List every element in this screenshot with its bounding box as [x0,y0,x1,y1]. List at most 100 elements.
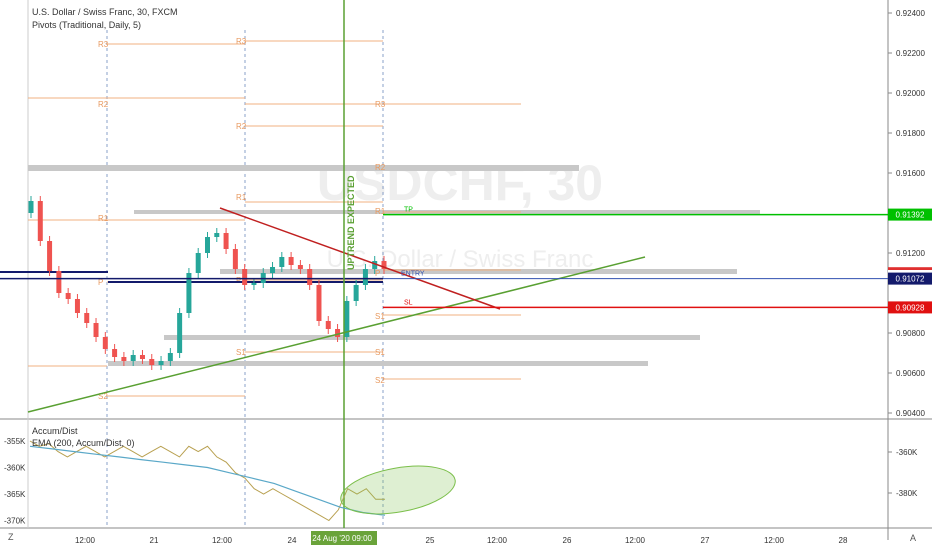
y-tick-label-1: 0.92200 [896,49,925,58]
support-zone-3[interactable] [164,335,700,340]
pivot-label-7: R1 [236,193,247,202]
x-tick-label-8: 27 [701,536,710,545]
price-tag-3: 0.91072 [896,275,925,284]
ad-tick-left-2: -365K [4,490,26,499]
pivots-indicator-label[interactable]: Pivots (Traditional, Daily, 5) [32,20,142,30]
y-tick-label-0: 0.92400 [896,9,925,18]
highlight-ellipse[interactable] [337,458,459,521]
candle-body-32 [325,321,331,329]
y-tick-label-5: 0.91200 [896,249,925,258]
candle-body-16 [177,313,183,353]
support-zone-4[interactable] [108,361,648,366]
support-zone-0[interactable] [28,165,579,171]
y-tick-label-2: 0.92000 [896,89,925,98]
price-tag-bg-3 [888,272,932,285]
candle-body-19 [205,237,210,253]
candle-body-35 [353,285,359,301]
candle-body-1 [37,201,43,241]
ad-tick-right-0: -360K [896,448,918,457]
pivot-label-12: S1 [375,312,385,321]
price-tag-bg-4 [888,301,932,314]
x-tick-label-0: 12:00 [75,536,96,545]
trade-level-label-sl: SL [404,299,413,306]
candle-body-34 [344,301,350,337]
time-marker-date: 24 Aug '20 [312,534,350,543]
candle-body-29 [297,265,303,269]
ad-tick-left-1: -360K [4,464,26,473]
watermark-name: U.S. Dollar / Swiss Franc [327,246,594,273]
pivot-label-4: R3 [375,100,386,109]
y-tick-label-6: 0.90800 [896,329,925,338]
trade-level-label-tp: TP [404,207,413,214]
candle-body-30 [307,269,313,285]
pivot-label-15: S2 [375,376,385,385]
pivot-label-1: R3 [236,37,247,46]
pivot-label-0: R3 [98,40,109,49]
candle-body-22 [232,249,238,269]
plot-background [28,0,888,528]
candle-body-2 [47,241,53,271]
candle-body-13 [149,359,155,365]
support-zone-2[interactable] [220,269,737,274]
candle-body-6 [84,313,90,323]
x-tick-label-3: 24 [288,536,297,545]
x-tick-label-1: 21 [150,536,159,545]
candle-body-20 [214,233,220,237]
x-tick-label-9: 12:00 [764,536,785,545]
candle-body-5 [74,299,80,313]
price-tag-4: 0.90928 [896,303,925,312]
x-tick-label-10: 28 [839,536,848,545]
pivot-label-9: P [98,278,103,287]
pivot-label-3: R2 [236,122,247,131]
y-tick-label-8: 0.90400 [896,409,925,418]
pivot-label-14: S1 [375,348,385,357]
x-tick-label-2: 12:00 [212,536,233,545]
candle-body-28 [288,257,294,265]
ad-tick-right-1: -380K [896,489,918,498]
candle-body-33 [335,329,341,337]
pivot-label-10: P [236,276,241,285]
x-tick-label-7: 12:00 [625,536,646,545]
candle-body-12 [139,355,145,359]
pivot-label-11: P [375,269,380,278]
candle-body-15 [167,353,173,361]
pivot-label-5: R1 [98,214,109,223]
ad-tick-left-3: -370K [4,517,26,526]
candle-body-14 [158,361,164,365]
candle-body-17 [186,273,192,313]
pivot-label-13: S1 [236,348,246,357]
ad-tick-left-0: -355K [4,437,26,446]
x-tick-label-5: 12:00 [487,536,508,545]
pivot-label-6: R2 [375,163,386,172]
ema-line [29,445,386,516]
candle-body-27 [279,257,285,267]
y-tick-label-3: 0.91800 [896,129,925,138]
auto-scale-button[interactable]: A [910,533,916,543]
trade-level-label-entry: ENTRY [401,271,425,278]
ema-indicator-label[interactable]: EMA (200, Accum/Dist, 0) [32,438,135,448]
x-tick-label-4: 25 [426,536,435,545]
candle-body-23 [242,269,248,285]
candle-body-3 [56,271,62,293]
watermark-ticker: USDCHF, 30 [317,155,603,211]
y-tick-label-7: 0.90600 [896,369,925,378]
candle-body-26 [270,267,276,273]
price-tag-bg-0 [888,208,932,221]
zoom-corner-button[interactable]: Z [8,532,14,542]
pivot-label-16: S2 [98,392,108,401]
accum-dist-title[interactable]: Accum/Dist [32,426,78,436]
candle-body-10 [121,357,127,361]
pivot-label-8: R1 [375,207,386,216]
candle-body-8 [102,337,108,349]
candle-body-4 [65,293,71,299]
candle-body-18 [195,253,201,273]
candle-body-24 [251,283,257,285]
uptrend-line[interactable] [27,256,646,413]
candle-body-7 [93,323,99,337]
symbol-title[interactable]: U.S. Dollar / Swiss Franc, 30, FXCM [32,7,178,17]
pivot-label-2: R2 [98,100,109,109]
uptrend-annotation: UPTREND EXPECTED [346,175,356,270]
downtrend-line[interactable] [219,207,501,310]
